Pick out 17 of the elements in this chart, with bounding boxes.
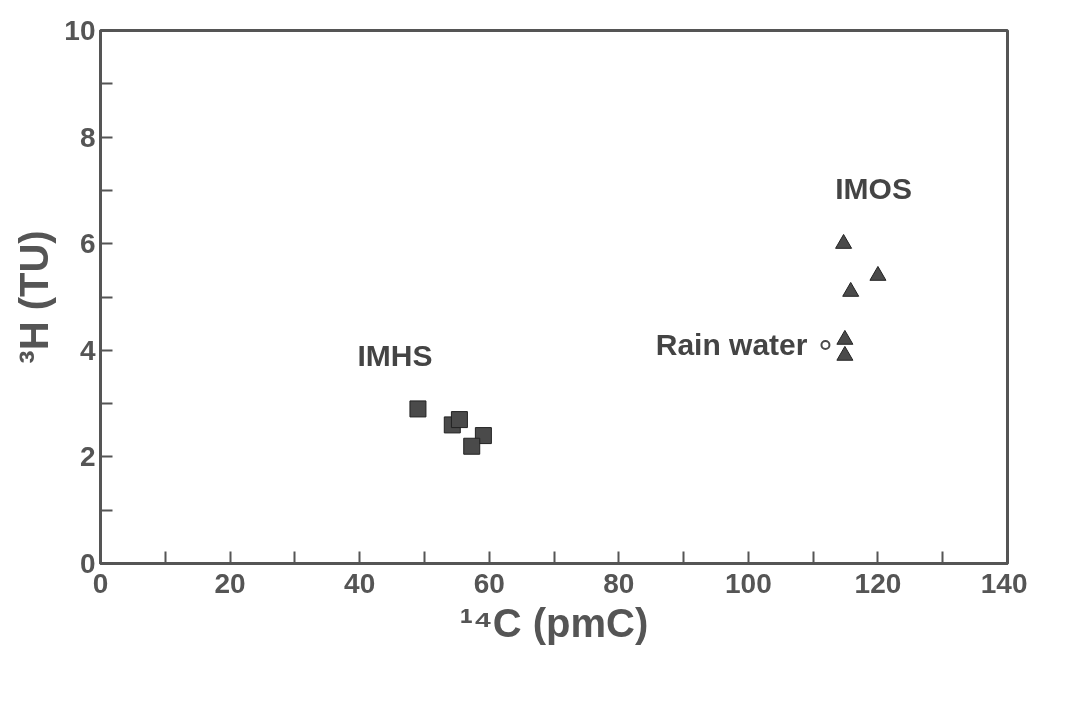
x-tick-label: 120 [854,567,902,599]
series-label: IMOS [835,172,912,206]
x-tick-label: 60 [473,567,505,599]
x-tick-label: 80 [603,567,635,599]
series-label: IMHS [357,339,433,373]
y-tick-label: 10 [64,15,96,46]
series-label: Rain water [655,328,808,362]
x-tick-label: 40 [344,567,376,599]
y-tick-label: 4 [79,334,96,366]
x-axis-title: ¹⁴C (pmC) [459,600,649,645]
y-axis-title: ³H (TU) [12,230,57,364]
x-tick-label: 140 [980,567,1028,599]
x-tick-label: 100 [725,567,772,599]
y-tick-label: 6 [79,228,96,260]
y-tick-label: 2 [79,441,96,473]
y-tick-label: 8 [79,121,96,153]
x-tick-label: 20 [214,567,246,599]
